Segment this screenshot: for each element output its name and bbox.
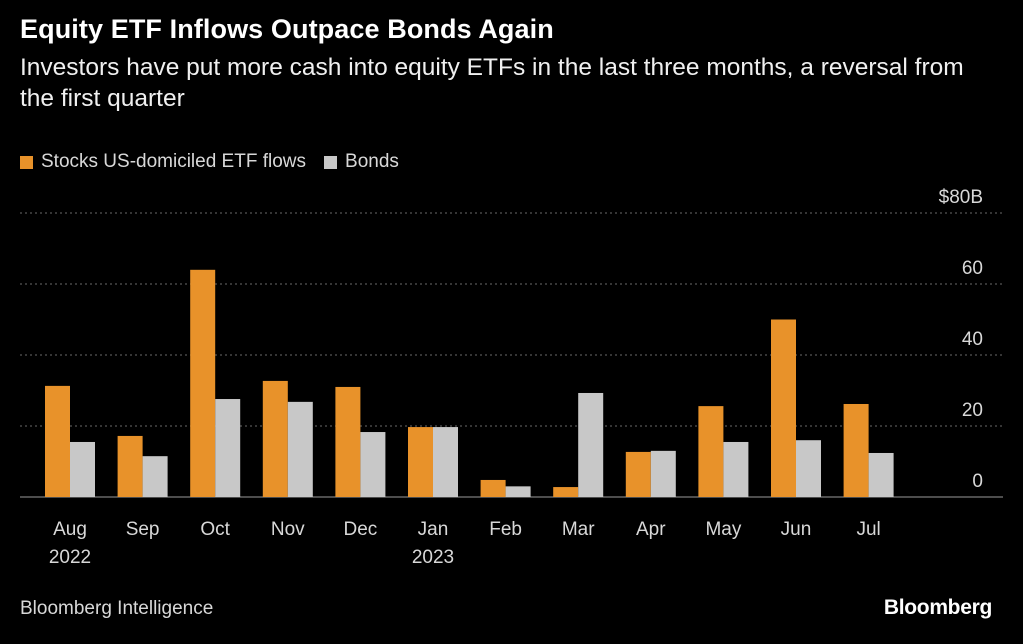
bar-stocks-feb (480, 479, 506, 497)
bar-stocks-mar (553, 487, 579, 497)
bar-stocks-sep (117, 435, 143, 497)
x-axis-ticks: Aug 2022 Sep Oct Nov Dec Jan 2023 Feb Mar Apr May Ju… (49, 519, 881, 568)
x-tick-sublabel: 2023 (412, 547, 454, 568)
bar-bonds-sep (142, 456, 168, 497)
bar-stocks-jun (771, 319, 796, 497)
legend-label-stocks: Stocks US-domiciled ETF flows (41, 151, 307, 172)
x-tick-label: Jan (418, 519, 449, 540)
bar-stocks-aug (45, 385, 70, 497)
x-tick-label: Jun (781, 519, 812, 540)
bar-bonds-feb (505, 486, 531, 497)
y-tick-label: 0 (972, 471, 983, 492)
y-tick-label: 20 (962, 400, 983, 421)
x-tick-label: May (705, 519, 741, 540)
bar-bonds-oct (215, 399, 241, 497)
bar-stocks-oct (190, 269, 216, 497)
x-tick-sublabel: 2022 (49, 547, 91, 568)
bar-bonds-jul (868, 452, 894, 497)
y-tick-label: $80B (939, 187, 983, 208)
x-tick-label: Feb (489, 519, 522, 540)
x-tick-label: Aug (53, 519, 87, 540)
chart-subtitle: Investors have put more cash into equity… (20, 54, 964, 112)
bar-bonds-may (723, 441, 749, 497)
bar-stocks-jan (408, 427, 433, 497)
bar-stocks-apr (625, 451, 651, 497)
bars (45, 269, 894, 497)
bloomberg-logo: Bloomberg (883, 596, 992, 619)
bar-stocks-nov (262, 380, 288, 497)
x-tick-label: Sep (126, 519, 160, 540)
bar-stocks-jul (843, 403, 869, 497)
bar-bonds-mar (578, 392, 604, 497)
legend-item-stocks: Stocks US-domiciled ETF flows (20, 151, 306, 173)
bar-bonds-dec (360, 432, 386, 497)
chart-title: Equity ETF Inflows Outpace Bonds Again (20, 14, 554, 44)
bar-stocks-dec (335, 386, 361, 497)
x-tick-label: Mar (562, 519, 595, 540)
x-tick-label: Nov (271, 519, 305, 540)
y-axis-ticks: 0 20 40 60 $80B (939, 187, 983, 492)
y-tick-label: 60 (962, 258, 983, 279)
source-note: Bloomberg Intelligence (20, 598, 214, 619)
x-tick-label: Apr (636, 519, 666, 540)
bar-bonds-jun (796, 440, 821, 497)
bar-bonds-aug (70, 441, 95, 497)
bar-bonds-jan (433, 427, 458, 497)
legend-item-bonds: Bonds (324, 151, 399, 173)
legend-swatch-bonds (324, 155, 338, 169)
y-tick-label: 40 (962, 329, 983, 350)
bar-bonds-nov (287, 401, 313, 497)
x-tick-label: Dec (344, 519, 378, 540)
legend: Stocks US-domiciled ETF flows Bonds (20, 151, 417, 173)
bar-stocks-may (698, 406, 724, 497)
legend-label-bonds: Bonds (345, 151, 399, 172)
bar-bonds-apr (650, 450, 676, 497)
legend-swatch-stocks (20, 155, 33, 169)
x-tick-label: Jul (856, 519, 880, 540)
x-tick-label: Oct (200, 519, 230, 540)
